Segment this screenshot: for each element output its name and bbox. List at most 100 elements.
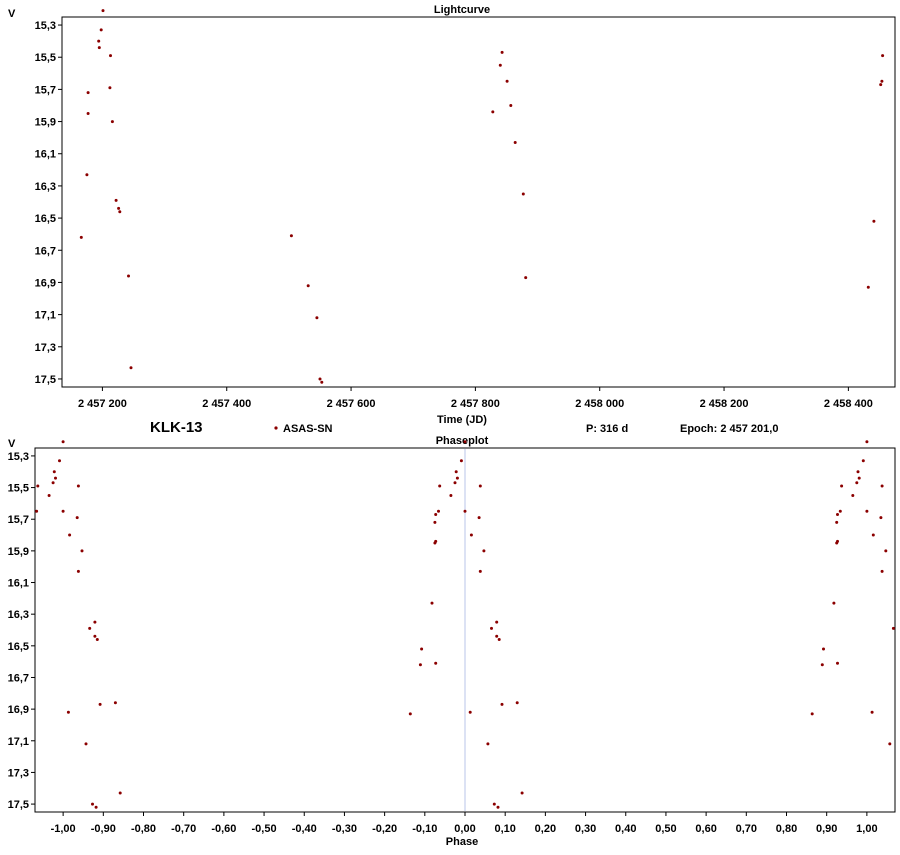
- phaseplot-data-point: [478, 484, 482, 488]
- phaseplot-data-point: [449, 494, 453, 497]
- phaseplot-x-tick-label: 0,40: [615, 823, 636, 835]
- phaseplot-data-point-repeat: [851, 494, 855, 497]
- lightcurve-data-point: [306, 284, 310, 288]
- lightcurve-data-point: [880, 79, 884, 83]
- lightcurve-data-point: [498, 63, 502, 67]
- lightcurve-y-tick-label: 17,5: [35, 374, 56, 386]
- phaseplot-data-point-repeat: [118, 791, 122, 795]
- phaseplot-data-point: [463, 509, 467, 513]
- phaseplot-data-point: [418, 663, 422, 667]
- phaseplot-y-tick-label: 15,5: [8, 483, 29, 495]
- phaseplot-data-point-repeat: [836, 513, 839, 516]
- info-row: KLK-13 ASAS-SN P: 316 d Epoch: 2 457 201…: [150, 419, 778, 436]
- phaseplot-data-point: [500, 702, 504, 706]
- phaseplot-data-point: [408, 712, 412, 716]
- phaseplot-data-point: [496, 805, 500, 809]
- lightcurve-y-tick-label: 16,7: [35, 245, 56, 257]
- phaseplot-data-point: [463, 440, 467, 444]
- phaseplot-data-point-repeat: [95, 638, 99, 641]
- phaseplot-data-point-repeat: [855, 481, 859, 485]
- phaseplot-data-point-repeat: [880, 569, 884, 573]
- lightcurve-data-point: [315, 316, 319, 320]
- lightcurve-plot-frame: [61, 16, 896, 388]
- phaseplot-data-point-repeat: [836, 539, 839, 543]
- phaseplot-data-point-repeat: [884, 549, 888, 553]
- period-text: P: 316 d: [586, 423, 628, 435]
- phaseplot-x-tick-label: 0,50: [655, 823, 676, 835]
- phaseplot-data-point-repeat: [880, 484, 884, 488]
- phaseplot-data-point: [434, 539, 438, 543]
- phaseplot-data-point: [477, 516, 481, 520]
- phaseplot-x-tick-label: -0,40: [292, 823, 317, 835]
- phaseplot-data-point-repeat: [888, 742, 892, 746]
- lightcurve-data-point: [85, 173, 89, 177]
- lightcurve-data-point: [872, 219, 876, 223]
- lightcurve-data-point: [491, 110, 495, 114]
- phaseplot-data-point-repeat: [822, 647, 825, 651]
- phaseplot-data-point-repeat: [61, 440, 65, 444]
- lightcurve-data-point: [99, 28, 103, 32]
- lightcurve-data-point: [118, 210, 122, 214]
- phaseplot-x-axis-label: Phase: [446, 836, 478, 848]
- phaseplot-x-tick-label: 0,80: [776, 823, 797, 835]
- legend-marker: [274, 426, 278, 430]
- lightcurve-y-tick-label: 15,9: [35, 117, 56, 129]
- phaseplot-data-point: [430, 601, 434, 605]
- phaseplot-data-point: [453, 481, 457, 485]
- phaseplot-x-tick-label: 0,20: [535, 823, 556, 835]
- lightcurve-y-tick-label: 15,5: [35, 52, 56, 64]
- phaseplot-y-tick-label: 17,5: [8, 799, 29, 811]
- phaseplot-data-point: [455, 476, 459, 480]
- phaseplot-data-point-repeat: [94, 805, 98, 809]
- phaseplot-data-point-repeat: [68, 533, 72, 537]
- phaseplot-data-point: [469, 533, 473, 537]
- phaseplot-data-point-repeat: [879, 516, 883, 520]
- phaseplot-data-point: [459, 459, 463, 463]
- epoch-text: Epoch: 2 457 201,0: [680, 423, 778, 435]
- phaseplot-x-tick-label: -1,00: [51, 823, 76, 835]
- phaseplot-data-point-repeat: [58, 459, 61, 463]
- phaseplot-data-point-repeat: [84, 742, 88, 746]
- phaseplot-x-tick-label: 1,00: [856, 823, 877, 835]
- lightcurve-data-point: [129, 366, 133, 370]
- phaseplot-data-point: [482, 549, 486, 553]
- lightcurve-y-tick-label: 15,3: [35, 20, 56, 32]
- phaseplot-y-tick-label: 16,3: [8, 609, 29, 621]
- lightcurve-data-point: [513, 141, 517, 144]
- phaseplot-data-point: [495, 620, 499, 624]
- lightcurve-data-point: [866, 285, 870, 289]
- lightcurve-data-point: [524, 276, 528, 280]
- lightcurve-data-point: [109, 54, 112, 58]
- phaseplot-y-tick-label: 15,9: [8, 546, 29, 558]
- legend-label: ASAS-SN: [283, 423, 333, 435]
- phaseplot-x-tick-label: -0,50: [252, 823, 277, 835]
- lightcurve-data-point: [97, 46, 101, 50]
- lightcurve-data-point: [289, 234, 293, 238]
- phaseplot-y-tick-label: 16,1: [8, 578, 29, 590]
- phaseplot-y-axis-label: V: [8, 438, 16, 450]
- phaseplot-data-point-repeat: [91, 802, 94, 806]
- phaseplot-x-tick-label: -0,60: [211, 823, 236, 835]
- phaseplot-title: Phaseplot: [436, 435, 489, 447]
- phaseplot-x-tick-label: -0,80: [131, 823, 156, 835]
- lightcurve-y-tick-label: 16,3: [35, 181, 56, 193]
- lightcurve-y-tick-label: 15,7: [35, 84, 56, 96]
- phaseplot-data-point: [486, 742, 490, 746]
- lightcurve-data-point: [86, 91, 90, 95]
- phaseplot-data-point-repeat: [832, 601, 836, 605]
- lightcurve-data-point: [86, 112, 90, 115]
- phaseplot-y-tick-label: 16,7: [8, 672, 29, 684]
- phaseplot-data-point-repeat: [840, 484, 844, 488]
- lightcurve-data-point: [110, 120, 114, 124]
- lightcurve-y-tick-label: 16,5: [35, 213, 56, 225]
- phaseplot-data-point-repeat: [76, 569, 80, 573]
- phaseplot-data-point-repeat: [93, 634, 97, 638]
- phaseplot-data-point: [454, 470, 458, 474]
- phaseplot-x-tick-label: 0,60: [695, 823, 716, 835]
- lightcurve-data-point: [79, 235, 83, 239]
- phaseplot-x-tick-label: 0,00: [454, 823, 475, 835]
- phaseplot-x-tick-label: 0,70: [736, 823, 757, 835]
- phaseplot-y-tick-label: 15,7: [8, 514, 29, 526]
